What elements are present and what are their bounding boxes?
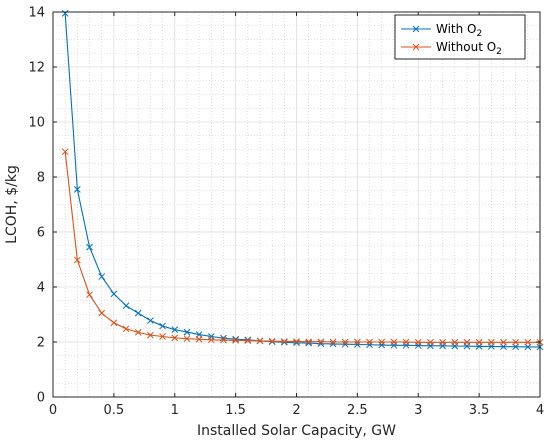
data-point-marker bbox=[256, 337, 264, 345]
x-tick-label: 4 bbox=[536, 403, 544, 418]
data-point-marker bbox=[402, 338, 410, 346]
data-point-marker bbox=[487, 338, 495, 346]
y-tick-label: 8 bbox=[37, 171, 45, 186]
data-point-marker bbox=[427, 338, 434, 346]
data-point-marker bbox=[232, 336, 239, 344]
data-point-marker bbox=[280, 338, 288, 345]
y-tick-label: 12 bbox=[28, 61, 45, 76]
x-tick-label: 1 bbox=[171, 403, 179, 418]
data-point-marker bbox=[86, 243, 93, 251]
y-tick-label: 6 bbox=[37, 226, 45, 241]
data-point-marker bbox=[110, 319, 118, 327]
x-tick-label: 1.5 bbox=[225, 403, 246, 418]
x-tick-label: 2.5 bbox=[347, 403, 368, 418]
data-point-marker bbox=[378, 341, 386, 349]
data-point-marker bbox=[61, 10, 69, 17]
data-point-marker bbox=[61, 148, 69, 156]
data-point-marker bbox=[293, 338, 300, 345]
y-axis-label: LCOH, $/kg bbox=[4, 165, 20, 244]
data-point-marker bbox=[122, 325, 130, 333]
data-point-marker bbox=[439, 338, 446, 346]
data-point-marker bbox=[244, 336, 252, 344]
x-tick-label: 2 bbox=[292, 403, 300, 418]
x-tick-label: 0 bbox=[49, 403, 57, 418]
data-point-marker bbox=[73, 256, 81, 264]
data-point-marker bbox=[134, 329, 142, 336]
ticks-layer bbox=[52, 11, 541, 398]
legend-box bbox=[394, 14, 526, 60]
data-point-marker bbox=[317, 338, 325, 346]
legend-label: With O2 bbox=[436, 22, 482, 39]
major-grid bbox=[52, 11, 541, 398]
data-point-marker bbox=[280, 338, 288, 346]
data-point-marker bbox=[366, 341, 373, 349]
data-point-marker bbox=[451, 338, 459, 346]
data-point-marker bbox=[390, 338, 398, 346]
data-point-marker bbox=[147, 331, 154, 339]
data-point-marker bbox=[463, 338, 471, 346]
data-point-marker bbox=[171, 334, 179, 342]
data-point-marker bbox=[98, 273, 106, 280]
data-point-marker bbox=[378, 338, 386, 346]
series-line bbox=[64, 151, 540, 343]
x-tick-label: 0.5 bbox=[104, 403, 125, 418]
data-point-marker bbox=[171, 326, 179, 333]
data-point-marker bbox=[329, 338, 337, 346]
series-1 bbox=[61, 10, 544, 351]
data-point-marker bbox=[159, 333, 166, 340]
data-point-marker bbox=[134, 309, 142, 317]
data-point-marker bbox=[341, 338, 349, 346]
legend-label: Without O2 bbox=[436, 40, 502, 57]
data-point-marker bbox=[73, 186, 81, 193]
data-point-marker bbox=[524, 338, 532, 346]
y-tick-label: 0 bbox=[37, 391, 45, 406]
data-point-marker bbox=[293, 339, 300, 347]
series-2 bbox=[61, 148, 544, 346]
data-point-marker bbox=[475, 338, 483, 346]
y-tick-label: 14 bbox=[28, 6, 45, 21]
data-point-marker bbox=[305, 338, 313, 346]
data-point-marker bbox=[366, 338, 373, 346]
data-point-marker bbox=[305, 339, 313, 347]
data-point-marker bbox=[244, 337, 252, 344]
data-point-marker bbox=[122, 302, 130, 310]
data-point-marker bbox=[86, 291, 93, 299]
series-line bbox=[64, 13, 540, 348]
x-tick-labels: 0 0.5 1 1.5 2 2.5 3 3.5 4 bbox=[49, 403, 544, 418]
data-point-marker bbox=[110, 290, 118, 298]
data-point-marker bbox=[207, 336, 215, 344]
data-point-marker bbox=[98, 309, 106, 317]
y-tick-label: 4 bbox=[37, 281, 45, 296]
series-layer bbox=[61, 10, 544, 351]
data-point-marker bbox=[500, 338, 507, 346]
y-tick-labels: 0 2 4 6 8 10 12 14 bbox=[28, 6, 45, 406]
y-tick-label: 2 bbox=[37, 336, 45, 351]
data-point-marker bbox=[414, 338, 422, 346]
data-point-marker bbox=[268, 337, 276, 345]
data-point-marker bbox=[183, 328, 191, 336]
legend-item-1: With O2 bbox=[401, 22, 482, 39]
data-point-marker bbox=[512, 338, 520, 346]
data-point-marker bbox=[147, 317, 154, 324]
x-axis-label: Installed Solar Capacity, GW bbox=[197, 423, 396, 439]
data-point-marker bbox=[195, 335, 203, 343]
data-point-marker bbox=[159, 322, 166, 330]
x-tick-label: 3 bbox=[414, 403, 422, 418]
data-point-marker bbox=[183, 335, 191, 343]
y-tick-label: 10 bbox=[28, 116, 45, 131]
legend-marker bbox=[412, 25, 420, 33]
data-point-marker bbox=[354, 338, 361, 346]
x-tick-label: 3.5 bbox=[469, 403, 490, 418]
data-point-marker bbox=[232, 335, 239, 343]
data-point-marker bbox=[220, 336, 227, 344]
legend-item-2: Without O2 bbox=[401, 40, 502, 57]
minor-grid bbox=[53, 12, 540, 397]
legend-marker bbox=[412, 43, 420, 51]
